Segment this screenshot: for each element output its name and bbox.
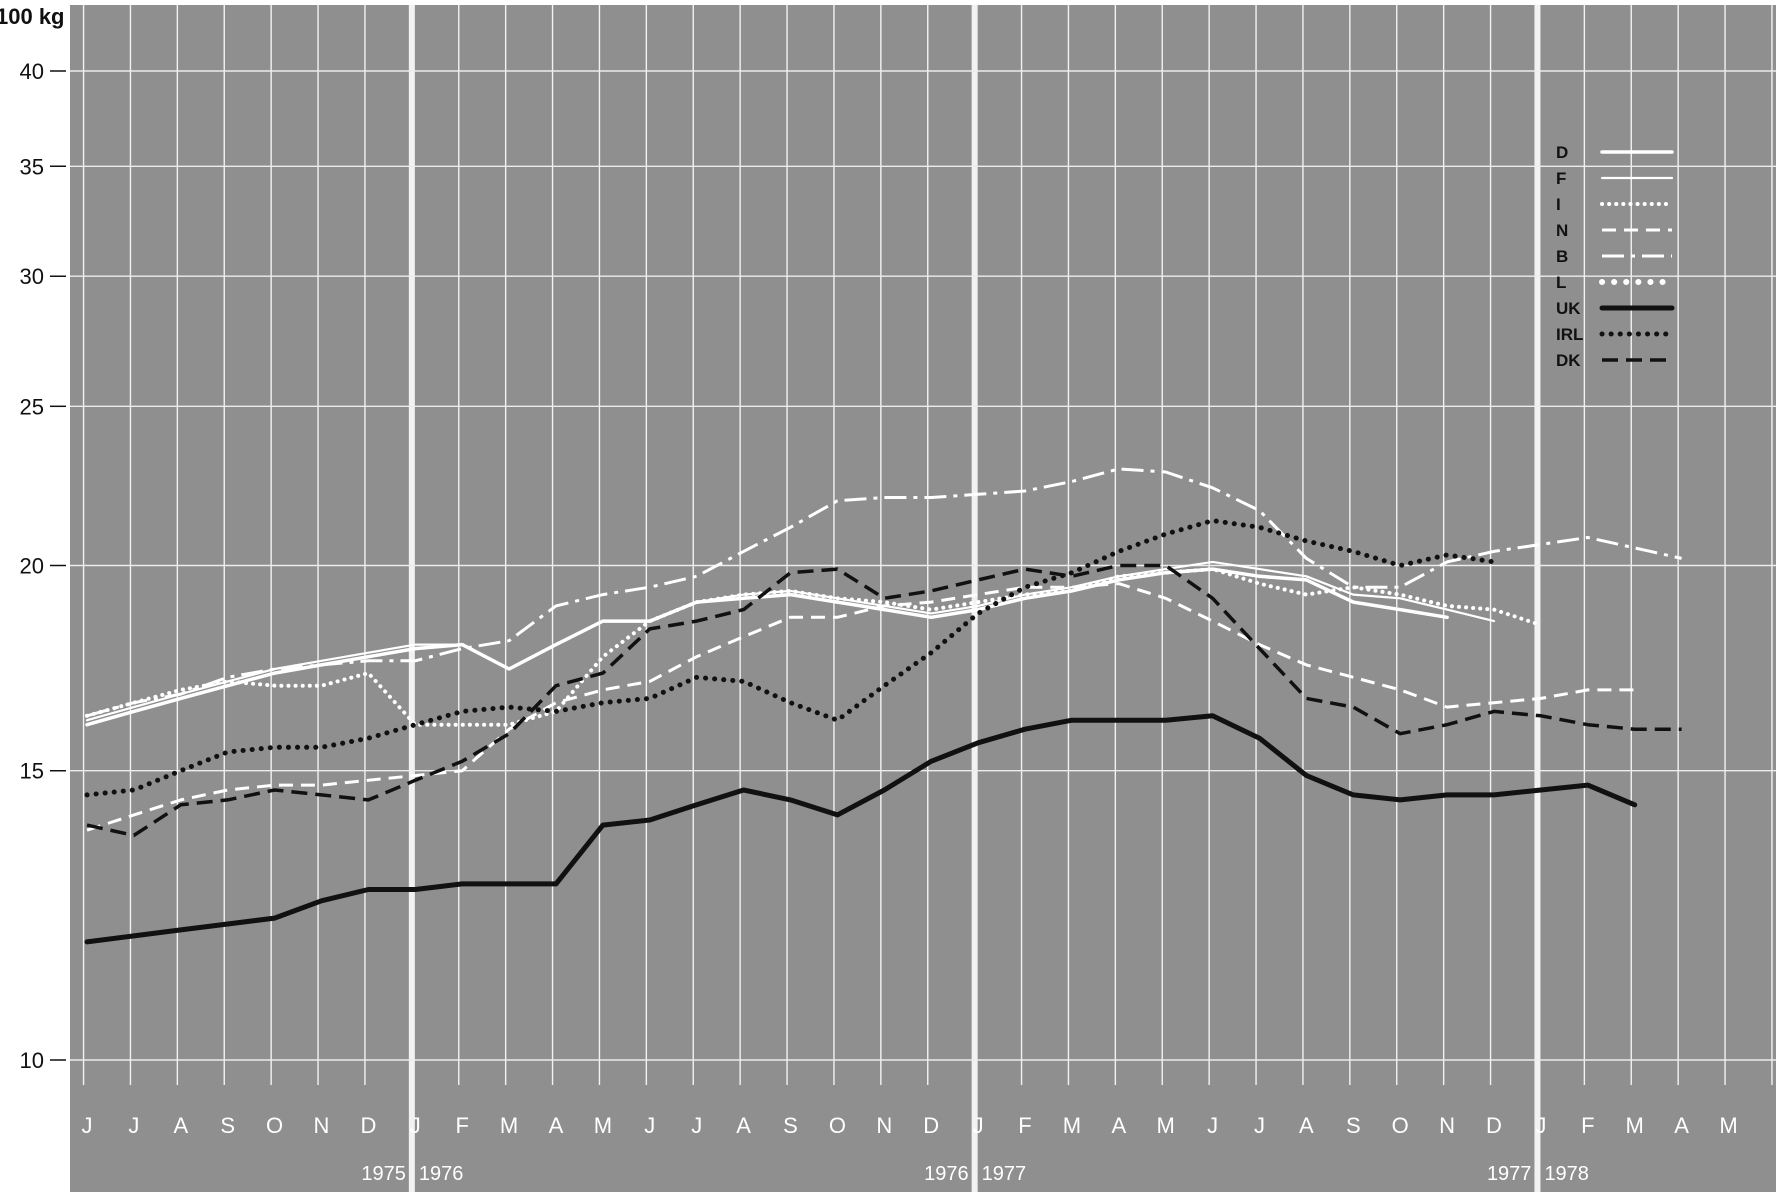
x-tick-label: M: [1063, 1113, 1081, 1138]
y-axis: 10 15 20 25 30 35 40: [20, 59, 66, 1073]
x-tick-label: J: [644, 1113, 655, 1138]
y-tick-label: 30: [20, 264, 44, 289]
legend-label-i: I: [1556, 195, 1561, 214]
x-tick-label: F: [1581, 1113, 1594, 1138]
x-tick-label: M: [1719, 1113, 1737, 1138]
x-tick-label: S: [220, 1113, 235, 1138]
year-label: 1977: [982, 1163, 1027, 1185]
x-tick-label: M: [1157, 1113, 1175, 1138]
legend-label-f: F: [1556, 169, 1566, 188]
x-tick-label: O: [1392, 1113, 1409, 1138]
x-tick-label: J: [410, 1113, 421, 1138]
x-tick-label: A: [549, 1113, 564, 1138]
legend-label-n: N: [1556, 221, 1568, 240]
x-tick-label: F: [455, 1113, 468, 1138]
legend-label-d: D: [1556, 143, 1568, 162]
series-line-b: [86, 467, 1682, 718]
x-tick-label: A: [1299, 1113, 1314, 1138]
x-tick-label: M: [594, 1113, 612, 1138]
x-tick-label: N: [1439, 1113, 1455, 1138]
x-tick-label: S: [783, 1113, 798, 1138]
y-tick-label: 35: [20, 154, 44, 179]
x-tick-label: J: [1535, 1113, 1546, 1138]
y-tick-label: 10: [20, 1048, 44, 1073]
year-label: 1977: [1487, 1163, 1532, 1185]
x-tick-label: A: [1111, 1113, 1126, 1138]
x-axis: J J A S O N D J F M A M J J A S O N D J F M A M J J A S O N D J F M A M 1975…: [82, 1113, 1738, 1185]
legend-label-uk: UK: [1556, 299, 1581, 318]
x-tick-label: N: [314, 1113, 330, 1138]
x-tick-label: J: [973, 1113, 984, 1138]
y-axis-unit-label: 100 kg: [0, 4, 65, 29]
series-layer: [84, 467, 1682, 945]
x-tick-label: D: [1486, 1113, 1502, 1138]
series-line-dk: [86, 563, 1682, 838]
x-tick-label: O: [266, 1113, 283, 1138]
legend-label-dk: DK: [1556, 351, 1581, 370]
grid: [70, 5, 1776, 1192]
x-tick-label: A: [1674, 1113, 1689, 1138]
x-tick-label: M: [1626, 1113, 1644, 1138]
x-tick-label: F: [1018, 1113, 1031, 1138]
series-line-uk: [84, 713, 1638, 945]
year-label: 1976: [419, 1163, 464, 1185]
x-tick-label: J: [1207, 1113, 1218, 1138]
x-tick-label: O: [829, 1113, 846, 1138]
x-tick-label: D: [923, 1113, 939, 1138]
legend-label-l: L: [1556, 273, 1566, 292]
series-line-irl: [84, 518, 1497, 798]
year-label: 1975: [361, 1163, 406, 1185]
x-tick-label: D: [360, 1113, 376, 1138]
series-line-i: [85, 567, 1543, 727]
x-tick-label: A: [173, 1113, 188, 1138]
x-tick-label: J: [128, 1113, 139, 1138]
plot-background: [70, 5, 1776, 1192]
x-tick-label: J: [1254, 1113, 1265, 1138]
y-tick-label: 40: [20, 59, 44, 84]
y-tick-label: 25: [20, 394, 44, 419]
x-tick-label: J: [82, 1113, 93, 1138]
year-label: 1978: [1544, 1163, 1589, 1185]
x-tick-label: M: [500, 1113, 518, 1138]
x-tick-label: J: [691, 1113, 702, 1138]
y-tick-label: 20: [20, 554, 44, 579]
y-tick-label: 15: [20, 759, 44, 784]
year-label: 1976: [924, 1163, 969, 1185]
series-line-n: [86, 582, 1635, 832]
x-tick-label: A: [736, 1113, 751, 1138]
legend-label-b: B: [1556, 247, 1568, 266]
legend-label-irl: IRL: [1556, 325, 1583, 344]
x-tick-label: N: [876, 1113, 892, 1138]
x-tick-label: S: [1346, 1113, 1361, 1138]
